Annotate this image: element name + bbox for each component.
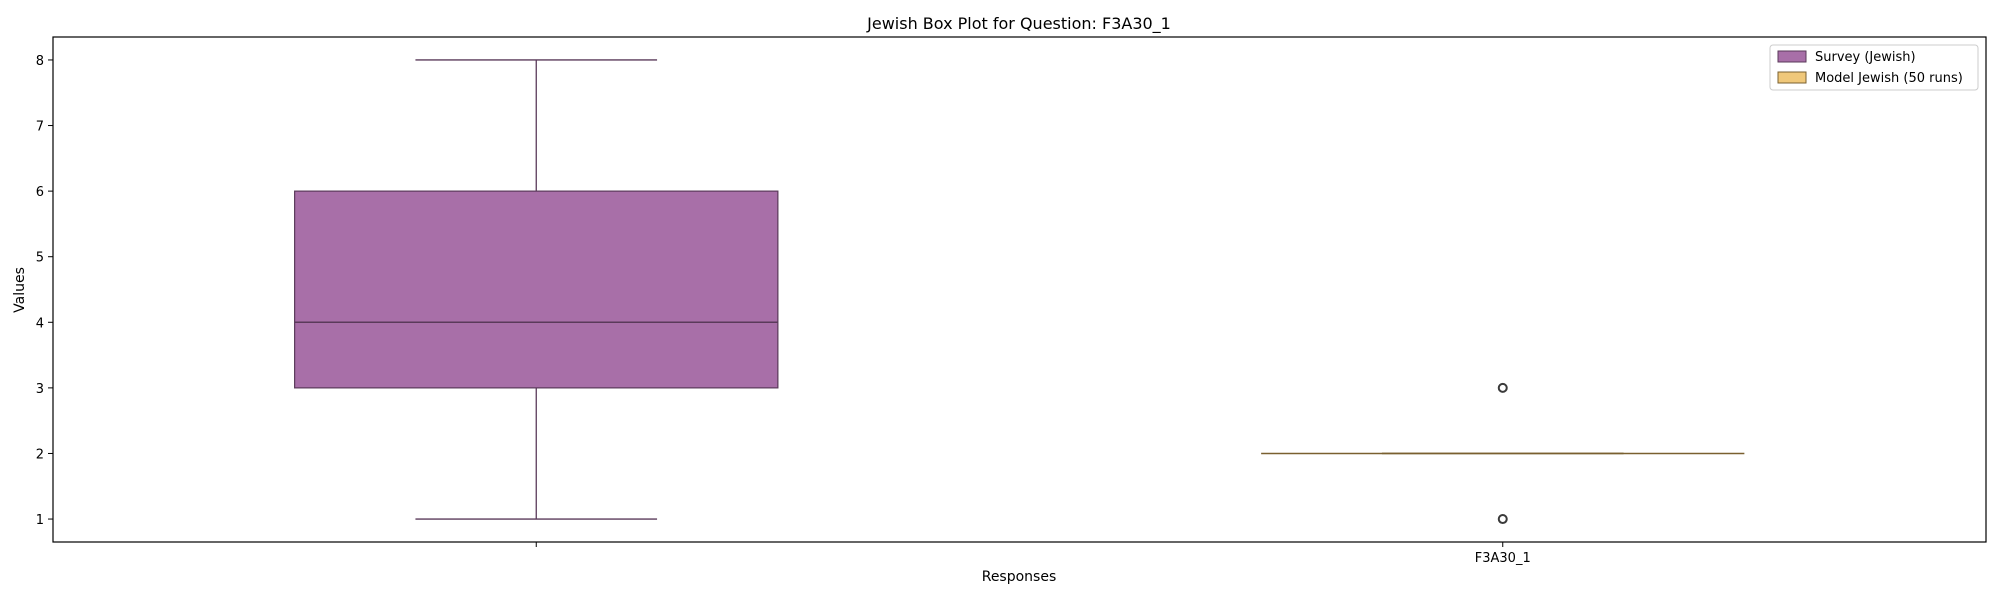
y-tick-label: 5: [36, 251, 44, 266]
outlier-point: [1497, 382, 1508, 393]
legend: Survey (Jewish) Model Jewish (50 runs): [1769, 44, 1979, 91]
y-tick-label: 1: [36, 513, 44, 528]
box-series-0: [294, 59, 779, 520]
outlier-point: [1497, 514, 1508, 525]
legend-label-survey: Survey (Jewish): [1815, 50, 1916, 65]
chart-title: Jewish Box Plot for Question: F3A30_1: [866, 14, 1171, 34]
plot-frame: [52, 36, 1987, 543]
legend-swatch-model: [1777, 71, 1807, 84]
x-axis: F3A30_1: [535, 542, 1531, 566]
legend-frame: [1769, 44, 1979, 91]
legend-swatch-survey: [1777, 50, 1807, 63]
y-axis: 1 2 3 4 5 6 7 8: [36, 54, 53, 528]
y-tick-label: 3: [36, 382, 44, 397]
y-tick-label: 6: [36, 185, 44, 200]
x-tick-label: F3A30_1: [1475, 551, 1531, 566]
y-tick-label: 4: [36, 316, 44, 331]
y-tick-label: 7: [36, 120, 44, 135]
box-series-1: [1261, 382, 1745, 525]
x-axis-label: Responses: [982, 569, 1057, 585]
legend-label-model: Model Jewish (50 runs): [1815, 71, 1963, 86]
y-tick-label: 8: [36, 54, 44, 69]
box-iqr: [294, 190, 779, 389]
y-axis-label: Values: [12, 267, 28, 313]
plot-area: [294, 59, 1745, 525]
y-tick-label: 2: [36, 447, 44, 462]
